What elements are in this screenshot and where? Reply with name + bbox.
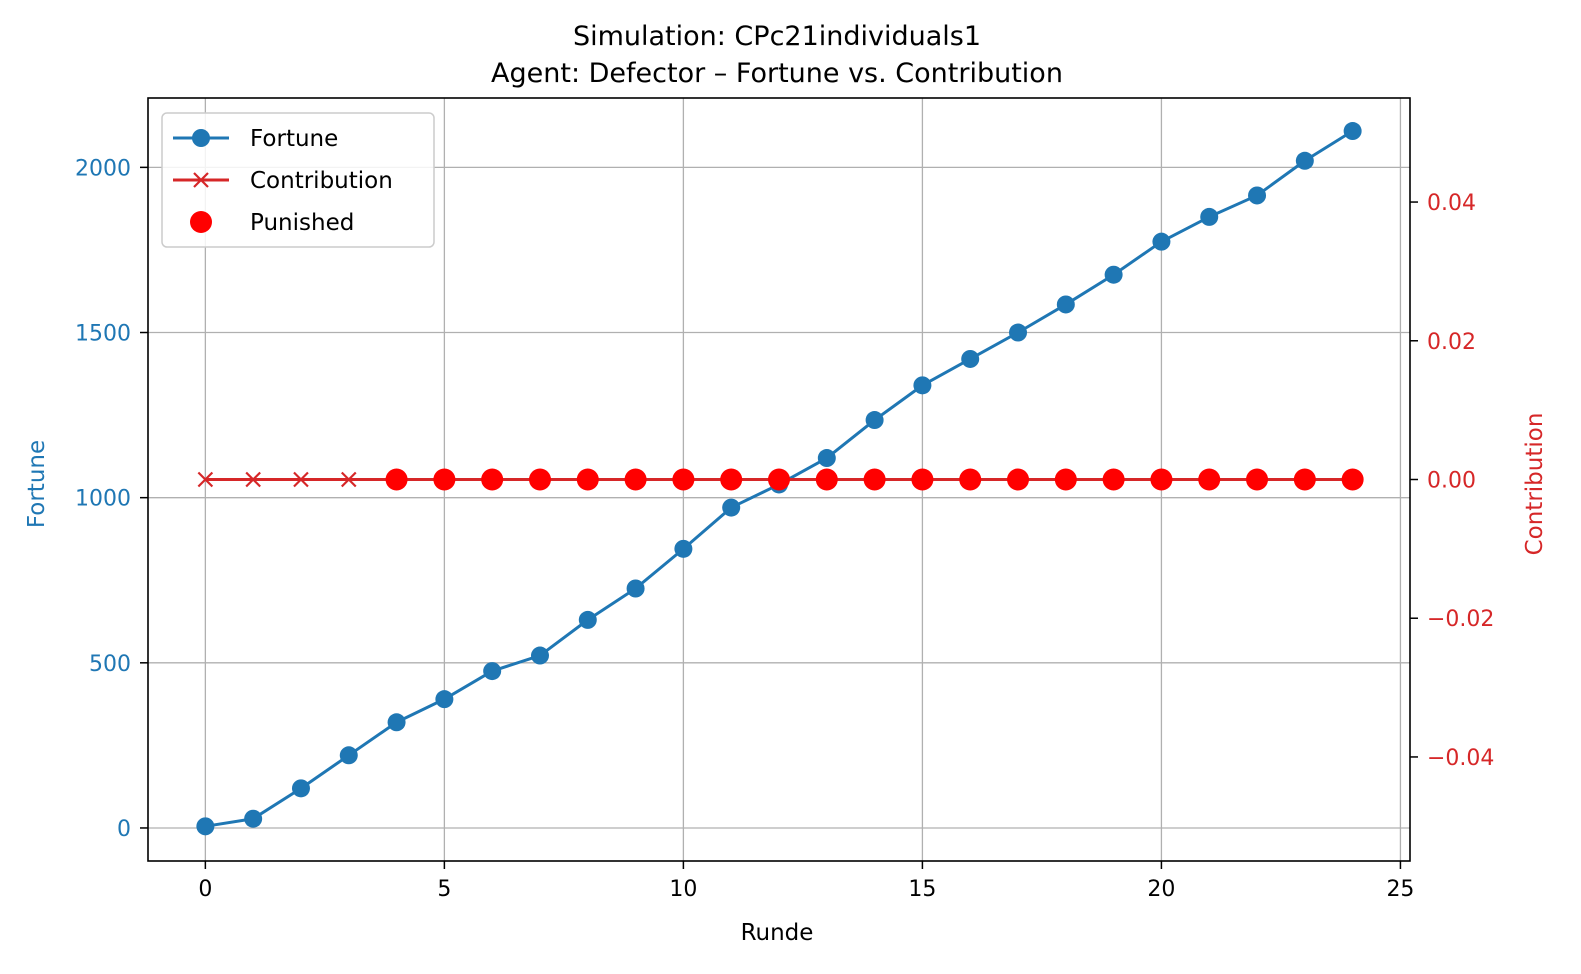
fortune-point	[1152, 232, 1171, 251]
fortune-point	[1056, 295, 1075, 314]
fortune-point	[435, 690, 454, 709]
punished-point	[1150, 468, 1173, 491]
fortune-point	[196, 817, 215, 836]
punished-point	[1102, 468, 1125, 491]
fortune-point	[913, 376, 932, 395]
legend-contribution-marker	[193, 172, 209, 188]
legend-fortune-label: Fortune	[250, 126, 338, 152]
fortune-point	[339, 746, 358, 765]
left-y-tick-label: 1000	[75, 487, 131, 512]
fortune-point	[530, 646, 549, 665]
x-tick-label: 20	[1147, 877, 1175, 902]
punished-point	[959, 468, 982, 491]
fortune-point	[1295, 151, 1314, 170]
contribution-point	[197, 471, 214, 488]
fortune-point	[1200, 207, 1219, 226]
left-y-tick-label: 0	[117, 817, 131, 842]
punished-point	[385, 468, 408, 491]
fortune-point	[961, 349, 980, 368]
legend-contribution-label: Contribution	[250, 168, 393, 194]
punished-point	[911, 468, 934, 491]
punished-point	[624, 468, 647, 491]
right-y-tick-label: −0.04	[1427, 746, 1494, 771]
punished-point	[672, 468, 695, 491]
fortune-point	[483, 662, 502, 681]
x-tick-label: 15	[908, 877, 936, 902]
punished-point	[863, 468, 886, 491]
punished-point	[720, 468, 743, 491]
punished-point	[815, 468, 838, 491]
punished-point	[433, 468, 456, 491]
plot-area	[196, 122, 1364, 836]
legend-fortune-marker	[192, 129, 210, 147]
left-y-axis-label: Fortune	[24, 440, 50, 528]
fortune-point	[626, 579, 645, 598]
fortune-point	[1343, 122, 1362, 141]
legend: Fortune Contribution Punished	[161, 112, 435, 248]
fortune-point	[1009, 323, 1028, 342]
punished-point	[528, 468, 551, 491]
fortune-point	[1248, 186, 1267, 205]
punished-point	[1293, 468, 1316, 491]
punished-point	[576, 468, 599, 491]
right-y-axis-label: Contribution	[1522, 413, 1548, 556]
fortune-point	[387, 713, 406, 732]
x-tick-label: 5	[437, 877, 451, 902]
punished-point	[1246, 468, 1269, 491]
left-y-tick-label: 1500	[75, 322, 131, 347]
x-tick-label: 10	[669, 877, 697, 902]
punished-point	[1198, 468, 1221, 491]
x-tick-label: 25	[1386, 877, 1414, 902]
right-y-tick-label: 0.04	[1427, 191, 1476, 216]
punished-point	[1054, 468, 1077, 491]
contribution-point	[245, 471, 261, 488]
fortune-point	[817, 449, 836, 468]
punished-point	[1341, 468, 1364, 491]
legend-punished-marker	[190, 211, 212, 233]
contribution-point	[340, 471, 357, 488]
x-axis-label: Runde	[741, 920, 814, 946]
fortune-point	[244, 809, 263, 828]
fortune-point	[865, 411, 884, 430]
x-tick-label: 0	[198, 877, 212, 902]
right-y-tick-label: 0.00	[1427, 469, 1476, 494]
right-y-tick-label: −0.02	[1427, 607, 1494, 632]
contribution-point	[293, 471, 309, 488]
punished-point	[768, 468, 790, 491]
legend-punished-label: Punished	[250, 210, 354, 236]
chart-title-line2: Agent: Defector – Fortune vs. Contributi…	[491, 58, 1063, 89]
punished-point	[481, 468, 504, 491]
punished-point	[1007, 468, 1030, 491]
left-y-tick-label: 2000	[75, 156, 131, 181]
legend-box	[161, 112, 435, 248]
chart-title-line1: Simulation: CPc21individuals1	[573, 21, 981, 52]
fortune-point	[722, 498, 741, 517]
fortune-point	[578, 610, 597, 629]
fortune-point	[1104, 265, 1123, 284]
fortune-point	[674, 539, 693, 558]
left-y-tick-label: 500	[89, 652, 131, 677]
right-y-tick-label: 0.02	[1427, 330, 1476, 355]
axis-ticks: 0 5 10 15 20 25 0 500 1000 1500 2000 −0.04 −0.02 0.00…	[75, 156, 1494, 902]
fortune-point	[291, 779, 310, 798]
